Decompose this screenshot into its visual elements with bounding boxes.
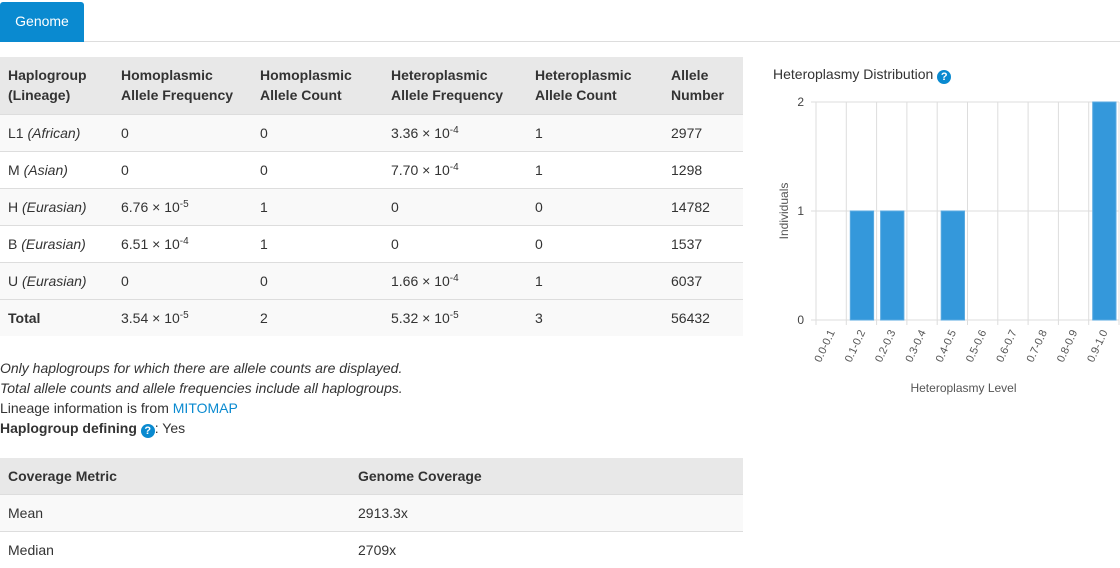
cell: 1.66 × 10-4 (383, 261, 527, 299)
haplogroup-defining: Haplogroup defining ?: Yes (0, 418, 403, 438)
tab-bar: Genome (0, 0, 1120, 42)
column-header: Heteroplasmic Allele Frequency (383, 57, 527, 114)
defining-value: : Yes (154, 420, 186, 436)
cell: 3.36 × 10-4 (383, 113, 527, 151)
total-row: Total 3.54 × 10-5 2 5.32 × 10-5 3 56432 (0, 298, 743, 336)
note-lineage: Lineage information is from MITOMAP (0, 398, 403, 418)
table-row: Median 2709x (0, 530, 743, 568)
note-displayed: Only haplogroups for which there are all… (0, 360, 403, 376)
cell: 1 (252, 187, 383, 225)
cell: 3.54 × 10-5 (113, 298, 252, 336)
column-header: Haplogroup (Lineage) (0, 57, 113, 114)
mitomap-link[interactable]: MITOMAP (172, 400, 238, 416)
x-tick-label: 0.3-0.4 (903, 328, 928, 364)
cell: 1 (527, 261, 663, 299)
cell: 6.51 × 10-4 (113, 224, 252, 262)
metric-cell: Median (0, 530, 350, 568)
haplogroup-cell: B (Eurasian) (0, 224, 113, 262)
table-row: H (Eurasian) 6.76 × 10-5 1 0 0 14782 (0, 187, 743, 225)
column-header: Homoplasmic Allele Count (252, 57, 383, 114)
cell: 0 (383, 187, 527, 225)
column-header: Homoplasmic Allele Frequency (113, 57, 252, 114)
value-cell: 2709x (350, 530, 743, 568)
help-icon[interactable]: ? (140, 424, 155, 438)
x-tick-label: 0.2-0.3 (873, 328, 898, 364)
cell: 14782 (663, 187, 743, 225)
cell: 1 (527, 150, 663, 188)
x-tick-label: 0.0-0.1 (813, 328, 838, 364)
haplogroup-cell: M (Asian) (0, 150, 113, 188)
cell: 0 (527, 187, 663, 225)
defining-label: Haplogroup defining (0, 420, 137, 436)
haplogroup-table: Haplogroup (Lineage) Homoplasmic Allele Fre… (0, 57, 743, 336)
chart-title-text: Heteroplasmy Distribution (773, 66, 934, 82)
cell: 5.32 × 10-5 (383, 298, 527, 336)
genome-coverage-header: Genome Coverage (350, 458, 743, 494)
cell: 0 (113, 113, 252, 151)
x-tick-label: 0.5-0.6 (964, 328, 989, 364)
y-tick-label: 2 (797, 95, 804, 109)
table-row: B (Eurasian) 6.51 × 10-4 1 0 0 1537 (0, 224, 743, 262)
x-tick-label: 0.8-0.9 (1055, 328, 1080, 364)
cell: 0 (252, 113, 383, 151)
bar (940, 210, 965, 321)
value-cell: 2913.3x (350, 493, 743, 531)
cell: 3 (527, 298, 663, 336)
cell: 7.70 × 10-4 (383, 150, 527, 188)
bar (1092, 101, 1117, 321)
cell: 6037 (663, 261, 743, 299)
y-tick-label: 1 (797, 204, 804, 218)
cell: 0 (383, 224, 527, 262)
cell: 2977 (663, 113, 743, 151)
cell: 6.76 × 10-5 (113, 187, 252, 225)
coverage-table: Coverage Metric Genome Coverage Mean 2913.… (0, 458, 743, 568)
cell: 0 (113, 150, 252, 188)
cell: 2 (252, 298, 383, 336)
cell: 0 (113, 261, 252, 299)
haplogroup-cell: L1 (African) (0, 113, 113, 151)
table-row: Mean 2913.3x (0, 493, 743, 531)
bar (849, 210, 875, 321)
chart-title: Heteroplasmy Distribution ? (773, 66, 952, 84)
lineage-prefix: Lineage information is from (0, 400, 173, 416)
x-tick-label: 0.6-0.7 (994, 328, 1019, 364)
x-tick-label: 0.1-0.2 (843, 328, 868, 364)
cell: 0 (252, 261, 383, 299)
cell: 1298 (663, 150, 743, 188)
column-header: Allele Number (663, 57, 743, 114)
haplogroup-cell: H (Eurasian) (0, 187, 113, 225)
table-row: M (Asian) 0 0 7.70 × 10-4 1 1298 (0, 150, 743, 188)
y-tick-label: 0 (797, 313, 804, 327)
note-totals: Total allele counts and allele frequenci… (0, 380, 403, 396)
cell: 1537 (663, 224, 743, 262)
x-tick-label: 0.7-0.8 (1025, 328, 1050, 364)
cell: 0 (527, 224, 663, 262)
haplogroup-cell: U (Eurasian) (0, 261, 113, 299)
column-header: Heteroplasmic Allele Count (527, 57, 663, 114)
haplogroup-cell: Total (0, 298, 113, 336)
coverage-metric-header: Coverage Metric (0, 458, 350, 494)
y-axis-label: Individuals (777, 183, 791, 240)
cell: 56432 (663, 298, 743, 336)
metric-cell: Mean (0, 493, 350, 531)
notes: Only haplogroups for which there are all… (0, 358, 403, 438)
table-row: U (Eurasian) 0 0 1.66 × 10-4 1 6037 (0, 261, 743, 299)
cell: 1 (252, 224, 383, 262)
bar (880, 210, 905, 321)
x-axis-label: Heteroplasmy Level (910, 381, 1016, 395)
x-tick-label: 0.4-0.5 (934, 328, 959, 364)
tab-genome[interactable]: Genome (0, 2, 84, 42)
x-tick-label: 0.9-1.0 (1085, 328, 1110, 364)
table-row: L1 (African) 0 0 3.36 × 10-4 1 2977 (0, 113, 743, 151)
cell: 1 (527, 113, 663, 151)
cell: 0 (252, 150, 383, 188)
help-icon[interactable]: ? (937, 70, 952, 84)
